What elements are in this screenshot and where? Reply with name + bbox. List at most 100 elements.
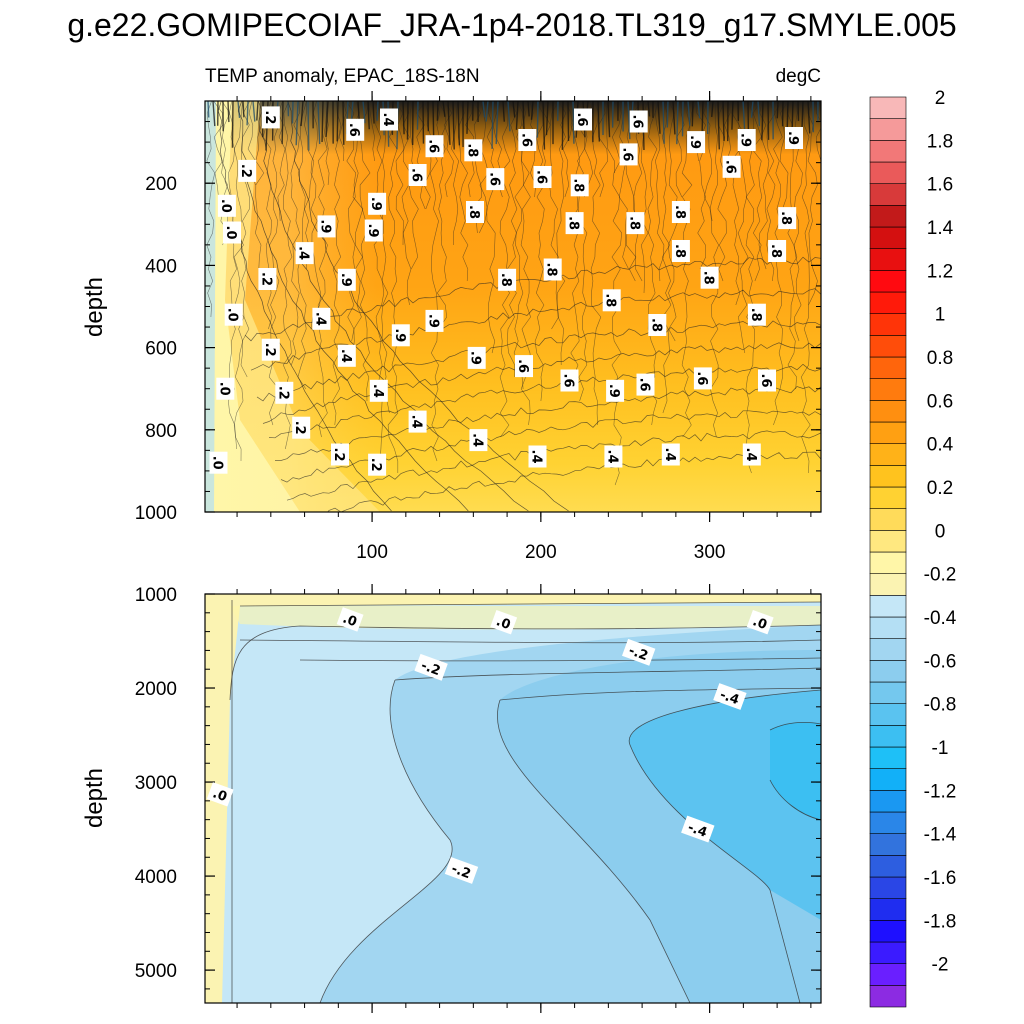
contour-label: .9 (425, 309, 444, 332)
contour-label-text: .8 (544, 263, 559, 277)
contour-line (800, 101, 811, 474)
contour-label: .6 (560, 369, 579, 392)
contour-line (257, 101, 529, 512)
colorbar-tick-label: -1 (932, 738, 949, 759)
contour-line (336, 101, 339, 142)
contour-label: .8 (648, 314, 667, 336)
contour-label-text: .0 (210, 456, 225, 470)
contour-line (776, 101, 779, 119)
contour-label-bg (337, 268, 356, 291)
colorbar-swatch (869, 876, 907, 899)
contour-label-text: .0 (225, 308, 240, 322)
contour-label-text: .6 (630, 115, 645, 129)
contour-label: .2 (368, 453, 387, 476)
colorbar-swatch (869, 313, 907, 336)
colorbar-swatch (869, 486, 907, 509)
contour-label-text: -.2 (627, 643, 650, 664)
contour-label: -.2 (444, 856, 479, 884)
contour-line (442, 101, 446, 117)
contour-label: .8 (671, 201, 690, 223)
contour-label-bg (737, 129, 756, 151)
contour-label-bg (490, 609, 518, 635)
contour-line (256, 320, 821, 402)
contour-label: .9 (337, 268, 356, 291)
contour-label: .8 (671, 240, 690, 262)
y-tick-label: 600 (145, 339, 177, 360)
contour-label-text: .0 (216, 382, 231, 396)
contour-line (815, 101, 821, 162)
contour-label: .6 (515, 355, 533, 378)
colorbar: 2 1.8 1.6 1.4 1.2 1 0.8 0.6 0.4 0.2 0 -0.2 -0.4 -0.6 -… (869, 88, 957, 1008)
contour-line (515, 101, 519, 130)
contour-line (256, 101, 259, 121)
contour-label-bg (414, 653, 448, 681)
colorbar-swatch (869, 920, 907, 943)
contour-label: .4 (337, 344, 356, 367)
contour-label: .4 (528, 445, 547, 468)
contour-label: .9 (737, 129, 756, 151)
colorbar-swatch (869, 118, 907, 141)
contour-line (244, 256, 821, 342)
contour-label-bg (312, 307, 331, 330)
colorbar-swatch (869, 508, 907, 531)
contour-label: .0 (217, 194, 236, 217)
contour-label-bg (533, 166, 552, 188)
colorbar-tick-label: 0.6 (927, 391, 953, 412)
colorbar-tick-label: 1.4 (927, 218, 954, 239)
contour-label: .6 (758, 369, 776, 392)
colorbar-swatch (869, 356, 907, 379)
contour-label-text: .9 (368, 197, 383, 211)
contour-label: .6 (533, 166, 552, 188)
contour-label-text: .8 (626, 216, 641, 230)
contour-label: .4 (369, 379, 388, 402)
lower-plot-frame (204, 593, 822, 1004)
contour-line (227, 101, 237, 450)
contour-line (527, 101, 530, 117)
contour-label-text: .6 (637, 378, 652, 392)
colorbar-tick-label: -0.8 (924, 695, 957, 716)
colorbar-swatch (869, 270, 907, 293)
contour-label-bg (238, 159, 257, 182)
contour-line (807, 101, 811, 134)
contour-line (583, 101, 594, 198)
contour-line (325, 101, 329, 138)
colorbar-tick-label: 1.2 (927, 261, 953, 282)
colorbar-swatch (869, 573, 907, 596)
contour-line (387, 101, 399, 473)
upper-y-axis-label: depth (81, 277, 108, 337)
contour-line (286, 430, 821, 501)
contour-label: .6 (574, 108, 592, 131)
contour-line (436, 101, 439, 121)
contour-line (657, 101, 661, 134)
contour-label-bg (209, 451, 228, 474)
contour-line (268, 363, 821, 439)
contour-label-bg (408, 164, 427, 186)
contour-label: .8 (565, 212, 584, 235)
contour-label-text: .6 (515, 359, 530, 373)
contour-label-text: .4 (529, 450, 544, 464)
contour-line (730, 101, 741, 306)
colorbar-swatch (869, 96, 907, 119)
contour-line (507, 101, 511, 132)
contour-line (359, 101, 371, 402)
colorbar-tick-label: -0.2 (924, 565, 957, 586)
contour-label: .6 (346, 118, 365, 141)
contour-line (491, 101, 494, 149)
contour-line (542, 101, 546, 150)
contour-label: .4 (295, 242, 314, 265)
contour-line (745, 101, 755, 474)
contour-line (767, 101, 770, 140)
contour-label: .6 (619, 143, 638, 166)
contour-line (227, 101, 230, 123)
contour-label: .0 (206, 782, 234, 807)
contour-line (395, 101, 405, 246)
contour-line (672, 101, 676, 135)
contour-line (606, 101, 615, 174)
contour-line (466, 101, 469, 134)
contour-label: .9 (368, 192, 387, 215)
contour-line (545, 101, 549, 136)
contour-line (502, 101, 505, 122)
colorbar-swatch (869, 941, 907, 964)
colorbar-swatch (869, 161, 907, 184)
contour-label: .9 (785, 127, 803, 149)
